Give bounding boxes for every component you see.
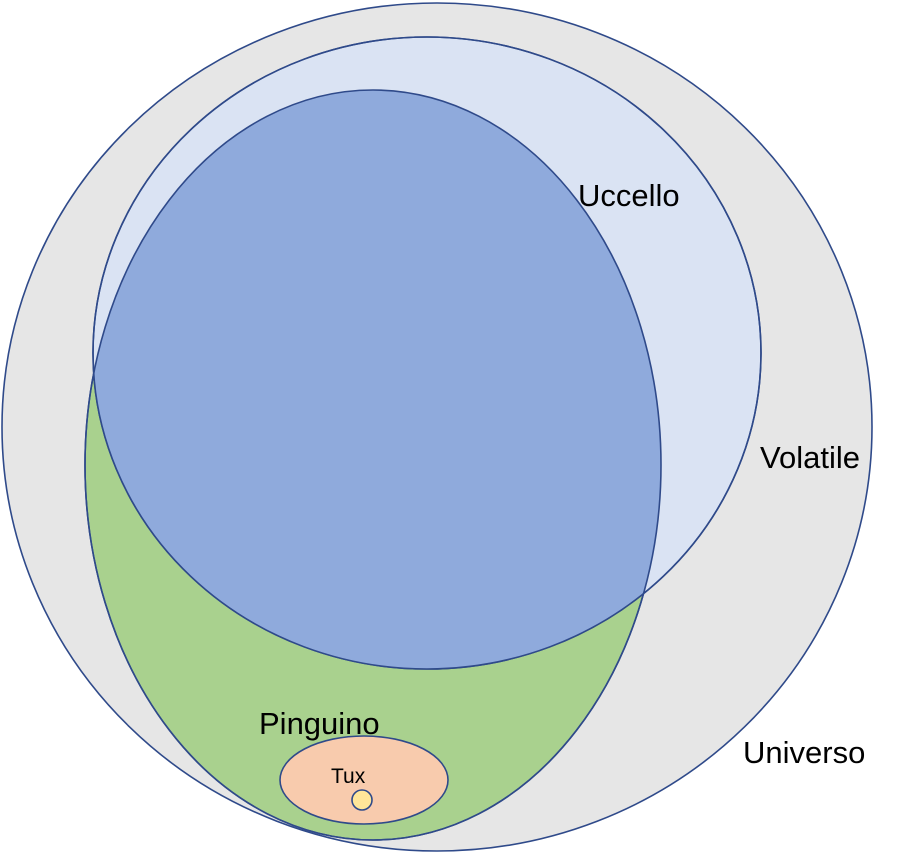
pinguino-label: Pinguino [259,706,380,741]
tux-label: Tux [331,765,366,788]
volatile-label: Volatile [760,440,860,475]
tux-set [279,735,449,825]
uccello-label: Uccello [578,178,680,213]
tux-element-dot [351,789,373,811]
pinguino-outline [84,89,662,841]
universo-label: Universo [743,735,865,770]
volatile-outline [92,36,762,670]
